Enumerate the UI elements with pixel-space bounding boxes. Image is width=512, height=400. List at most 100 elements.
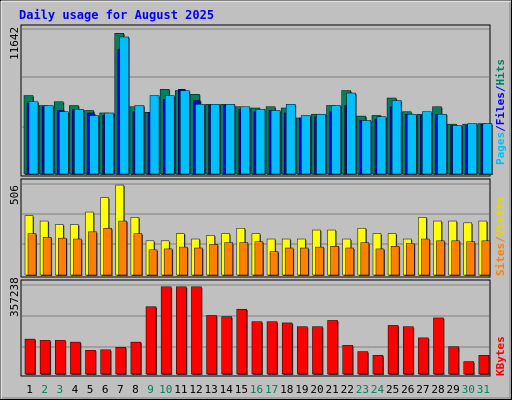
sites-bar bbox=[224, 242, 233, 276]
kbytes-bar bbox=[176, 286, 187, 375]
sites-bar bbox=[148, 249, 158, 276]
legend-entry: Visits bbox=[494, 197, 507, 237]
pages-bar bbox=[28, 101, 39, 175]
pages-bar bbox=[104, 112, 114, 175]
kbytes-bar bbox=[418, 337, 429, 375]
visits-max-label: 506 bbox=[8, 185, 21, 205]
sites-bar bbox=[436, 240, 445, 276]
kbytes-bar bbox=[206, 315, 217, 375]
pages-bar bbox=[89, 115, 99, 175]
kbytes-bar bbox=[281, 322, 293, 375]
pages-bar bbox=[391, 100, 402, 175]
sites-bar bbox=[451, 240, 460, 276]
pages-bar bbox=[482, 123, 493, 175]
sites-bar bbox=[345, 247, 354, 276]
x-tick-label: 29 bbox=[447, 383, 460, 396]
kbytes-bar bbox=[160, 286, 172, 375]
pages-bar bbox=[134, 105, 145, 175]
x-tick-label: 1 bbox=[26, 383, 33, 396]
x-tick-label: 6 bbox=[102, 383, 109, 396]
x-tick-label: 4 bbox=[72, 383, 79, 396]
x-tick-label: 8 bbox=[132, 383, 139, 396]
kbytes-bar bbox=[402, 326, 414, 375]
pages-bar bbox=[164, 95, 175, 175]
sites-bar bbox=[284, 247, 294, 276]
x-tick-label: 25 bbox=[386, 383, 399, 396]
sites-bar bbox=[133, 233, 143, 276]
x-tick-label: 19 bbox=[295, 383, 308, 396]
x-tick-label: 20 bbox=[310, 383, 323, 396]
kbytes-bar bbox=[266, 321, 278, 375]
x-tick-label: 9 bbox=[147, 383, 154, 396]
pages-bar bbox=[74, 108, 84, 175]
pages-bar bbox=[316, 113, 326, 175]
pages-bar bbox=[180, 90, 190, 175]
legend-entry: / bbox=[494, 125, 507, 132]
pages-bar bbox=[195, 104, 205, 175]
pages-bar bbox=[452, 125, 462, 175]
legend-entry: Hits bbox=[494, 59, 507, 86]
pages-bar bbox=[361, 120, 372, 175]
visits-panel-legend: Sites/Visits bbox=[494, 197, 507, 277]
pages-bar bbox=[376, 116, 387, 175]
x-tick-label: 23 bbox=[356, 383, 369, 396]
pages-bar bbox=[255, 108, 266, 175]
sites-bar bbox=[239, 242, 249, 276]
kbytes-bar bbox=[478, 355, 490, 375]
kbytes-bar bbox=[191, 286, 202, 375]
pages-bar bbox=[210, 104, 220, 175]
sites-bar bbox=[58, 237, 67, 276]
x-tick-label: 12 bbox=[189, 383, 202, 396]
x-tick-label: 16 bbox=[250, 383, 263, 396]
sites-bar bbox=[421, 238, 430, 276]
pages-bar bbox=[225, 104, 235, 175]
pages-bar bbox=[467, 123, 477, 175]
kbytes-bar bbox=[130, 341, 142, 375]
x-axis-labels: 1 2 3 4 5 6 7 8 9 10 11 12 13 14 15 16 17 18 19 20 21 22 23 24 2… bbox=[26, 383, 490, 396]
kbytes-bar bbox=[327, 320, 338, 375]
kbytes-bar bbox=[39, 340, 51, 375]
x-tick-label: 27 bbox=[416, 383, 429, 396]
sites-bar bbox=[163, 248, 173, 276]
pages-bar bbox=[301, 115, 311, 175]
kbytes-bar bbox=[145, 306, 157, 375]
bars-layer bbox=[23, 33, 493, 375]
sites-bar bbox=[360, 242, 370, 276]
sites-bar bbox=[390, 245, 400, 276]
kbytes-panel-legend: KBytes bbox=[494, 336, 507, 376]
kbytes-bar bbox=[100, 349, 111, 375]
sites-bar bbox=[481, 240, 491, 276]
x-tick-label: 17 bbox=[265, 383, 278, 396]
legend-entry: Pages bbox=[494, 132, 507, 165]
sites-bar bbox=[118, 220, 128, 276]
kbytes-bar bbox=[221, 316, 232, 375]
pages-bar bbox=[119, 36, 130, 175]
sites-bar bbox=[330, 245, 339, 276]
kbytes-bar bbox=[463, 361, 474, 375]
legend-entry: KBytes bbox=[494, 336, 507, 376]
kbytes-bar bbox=[357, 351, 369, 375]
sites-bar bbox=[73, 238, 82, 276]
sites-bar bbox=[315, 246, 324, 276]
x-tick-label: 18 bbox=[280, 383, 293, 396]
legend-entry: / bbox=[494, 236, 507, 243]
x-tick-label: 31 bbox=[477, 383, 490, 396]
legend-entry: / bbox=[494, 85, 507, 92]
kbytes-bar bbox=[312, 326, 323, 375]
pages-bar bbox=[346, 92, 356, 175]
kbytes-bar bbox=[251, 321, 263, 375]
pages-bar bbox=[59, 111, 69, 175]
pages-bar bbox=[437, 113, 447, 175]
pages-bar bbox=[270, 110, 281, 175]
kbytes-bar bbox=[55, 340, 66, 375]
kbytes-bar bbox=[387, 325, 399, 375]
x-tick-label: 11 bbox=[174, 383, 187, 396]
x-tick-label: 28 bbox=[431, 383, 444, 396]
x-tick-label: 5 bbox=[87, 383, 94, 396]
hits-max-label: 11642 bbox=[8, 27, 21, 60]
kbytes-bar bbox=[70, 341, 81, 375]
x-tick-label: 15 bbox=[235, 383, 248, 396]
x-tick-label: 14 bbox=[220, 383, 234, 396]
pages-bar bbox=[285, 104, 296, 175]
